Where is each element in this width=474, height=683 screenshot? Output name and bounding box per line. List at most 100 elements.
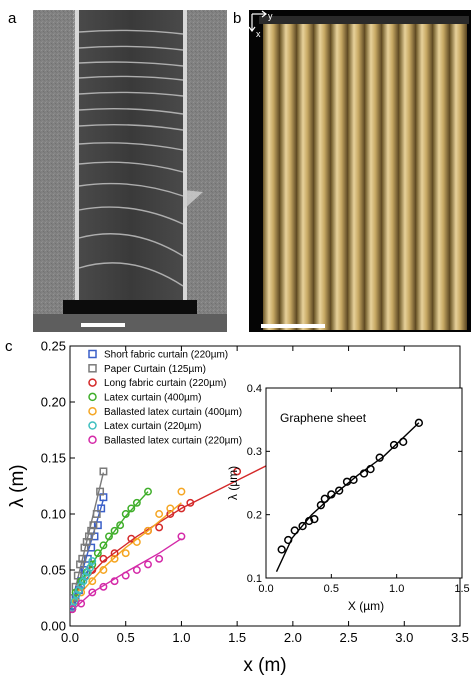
axis-y-letter: y [268,11,273,21]
data-point-series-6 [121,571,130,580]
x-tick-label: 3.0 [395,630,413,645]
x-tick-label: 0.5 [324,583,339,595]
curtain-image: x y [249,10,471,332]
x-tick-label: 0.0 [258,583,273,595]
data-point-series-1 [89,521,98,530]
data-point-series-0 [414,418,424,427]
data-point-series-6 [177,532,186,541]
x-tick-label: 2.5 [340,630,358,645]
data-point-series-3 [93,549,102,558]
y-tick-label: 0.15 [41,451,66,466]
legend-marker-3 [88,392,97,402]
legend-marker-4 [88,406,97,416]
data-point-series-4 [166,504,175,513]
data-point-series-4 [155,510,164,518]
legend-marker-6 [88,435,97,445]
data-point-series-6 [155,554,164,563]
legend-label-4: Ballasted latex curtain (400µm) [104,407,242,418]
data-point-series-2 [233,467,242,476]
data-point-series-0 [93,521,102,530]
y-tick-label: 0.3 [247,446,262,458]
legend-marker-5 [88,421,97,430]
panel-label-c: c [5,338,13,355]
data-point-series-2 [166,510,175,518]
data-point-series-4 [99,566,108,574]
data-point-series-1 [76,560,84,569]
y-tick-label: 0.2 [247,510,262,522]
inset-y-axis-label: λ (µm) [226,466,240,500]
data-point-series-3 [132,498,141,507]
data-point-series-3 [121,510,130,518]
xy-axes-indicator [249,10,267,32]
data-point-series-6 [99,582,108,591]
data-point-series-4 [88,577,97,586]
data-point-series-0 [389,440,399,450]
main-x-axis-label: x (m) [243,655,286,676]
sem-micrograph [33,10,227,332]
inset-data-points [277,418,424,554]
data-point-series-3 [127,504,136,513]
data-point-series-2 [155,523,164,532]
curtain-photo: x y [249,10,471,332]
inset-title: Graphene sheet [280,411,367,425]
y-tick-label: 0.20 [41,395,66,410]
data-point-series-4 [121,549,130,558]
data-point-series-1 [96,487,105,496]
data-point-series-0 [375,453,384,462]
data-point-series-3 [99,541,108,550]
legend-label-0: Short fabric curtain (220µm) [104,350,228,361]
data-point-series-0 [320,494,329,503]
axis-x-letter: x [256,29,261,39]
data-point-series-5 [70,597,79,606]
data-point-series-3 [116,521,125,530]
data-point-series-4 [132,538,141,546]
data-point-series-0 [366,464,375,474]
wavelength-chart: 0.0 0.5 1.0 1.5 2.0 2.5 3.0 3.5 0.00 0.05 0.10 0.15… [7,339,470,676]
x-tick-label: 1.0 [172,630,190,645]
data-point-series-6 [88,588,97,597]
data-point-series-5 [86,563,95,572]
sem-image [33,10,227,332]
data-point-series-6 [70,605,77,614]
x-tick-label: 1.0 [389,583,404,595]
y-tick-label: 0.25 [41,339,66,354]
data-point-series-0 [290,526,299,535]
data-point-series-6 [110,577,119,586]
x-tick-label: 2.0 [284,630,302,645]
data-point-series-6 [132,566,141,574]
legend-label-5: Latex curtain (220µm) [104,421,201,432]
data-point-series-1 [73,571,82,580]
data-point-series-1 [78,554,87,563]
fit-curve-series-1 [71,472,105,602]
data-point-series-1 [84,532,93,541]
data-point-series-1 [87,526,96,535]
data-point-series-6 [144,560,152,569]
data-point-series-1 [99,467,108,476]
data-point-series-0 [327,490,336,499]
legend-marker-1 [88,364,97,373]
legend: Short fabric curtain (220µm) Paper Curtai… [88,349,242,446]
data-point-series-0 [298,521,307,531]
data-point-series-1 [80,543,89,552]
x-tick-label: 0.0 [61,630,79,645]
data-point-series-3 [144,487,152,496]
data-point-series-0 [304,516,314,526]
legend-marker-0 [88,349,97,359]
data-point-series-1 [92,510,101,518]
panel-label-b: b [233,10,242,27]
y-tick-label: 0.00 [41,619,66,634]
data-point-series-4 [144,526,152,535]
data-point-series-0 [335,486,344,495]
scale-bar-a [81,323,125,327]
legend-label-3: Latex curtain (400µm) [104,393,201,404]
inset-axis-ticks: 0.0 0.5 1.0 1.5 0.1 0.2 0.3 0.4 [247,383,470,595]
data-point-series-0 [349,475,358,484]
y-tick-label: 0.4 [247,383,262,395]
data-point-series-2 [177,504,186,513]
data-point-series-0 [316,501,326,510]
data-point-series-0 [359,469,369,478]
main-axis-ticks: 0.0 0.5 1.0 1.5 2.0 2.5 3.0 3.5 0.00 0.05 0.10 0.15… [41,339,469,645]
data-point-series-0 [97,504,106,513]
data-point-series-0 [284,535,293,545]
panel-label-a: a [8,10,17,27]
